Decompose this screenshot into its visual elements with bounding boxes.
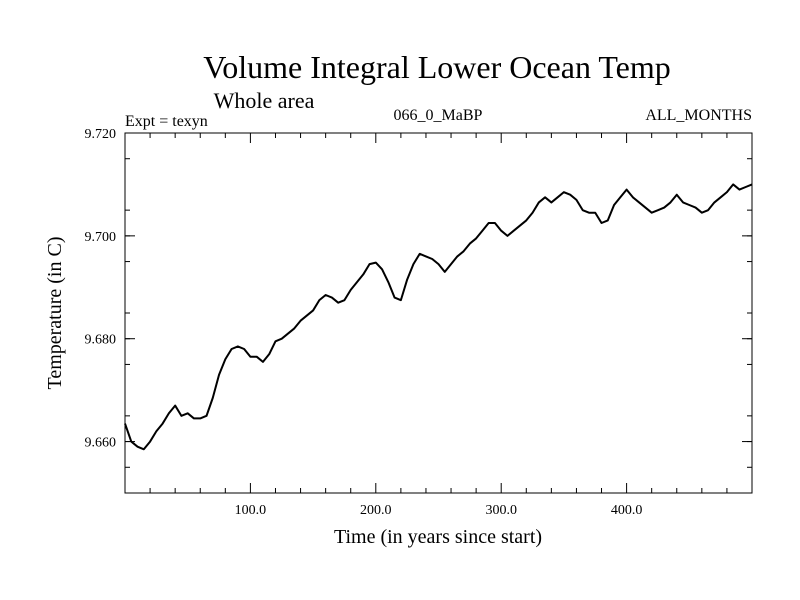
plot-area: 100.0 200.0 300.0 400.0 9.660 9.680 9.700 9.720 bbox=[85, 127, 753, 518]
y-tick-label: 9.680 bbox=[85, 333, 117, 348]
x-axis-label: Time (in years since start) bbox=[334, 526, 542, 548]
header-center: 066_0_MaBP bbox=[394, 107, 483, 124]
series-line bbox=[124, 183, 753, 451]
chart-title: Volume Integral Lower Ocean Temp bbox=[203, 49, 671, 85]
y-tick-label: 9.660 bbox=[85, 436, 117, 451]
y-axis-label: Temperature (in C) bbox=[44, 237, 66, 390]
x-tick-label: 400.0 bbox=[611, 503, 643, 518]
x-tick-label: 300.0 bbox=[485, 503, 517, 518]
header-left: Expt = texyn bbox=[125, 113, 208, 130]
y-tick-label: 9.700 bbox=[85, 230, 117, 245]
x-tick-label: 100.0 bbox=[235, 503, 267, 518]
plot-frame bbox=[124, 132, 753, 494]
x-tick-label: 200.0 bbox=[360, 503, 392, 518]
header-right: ALL_MONTHS bbox=[645, 107, 752, 124]
y-tick-label: 9.720 bbox=[85, 127, 117, 142]
chart-subtitle: Whole area bbox=[214, 88, 315, 113]
